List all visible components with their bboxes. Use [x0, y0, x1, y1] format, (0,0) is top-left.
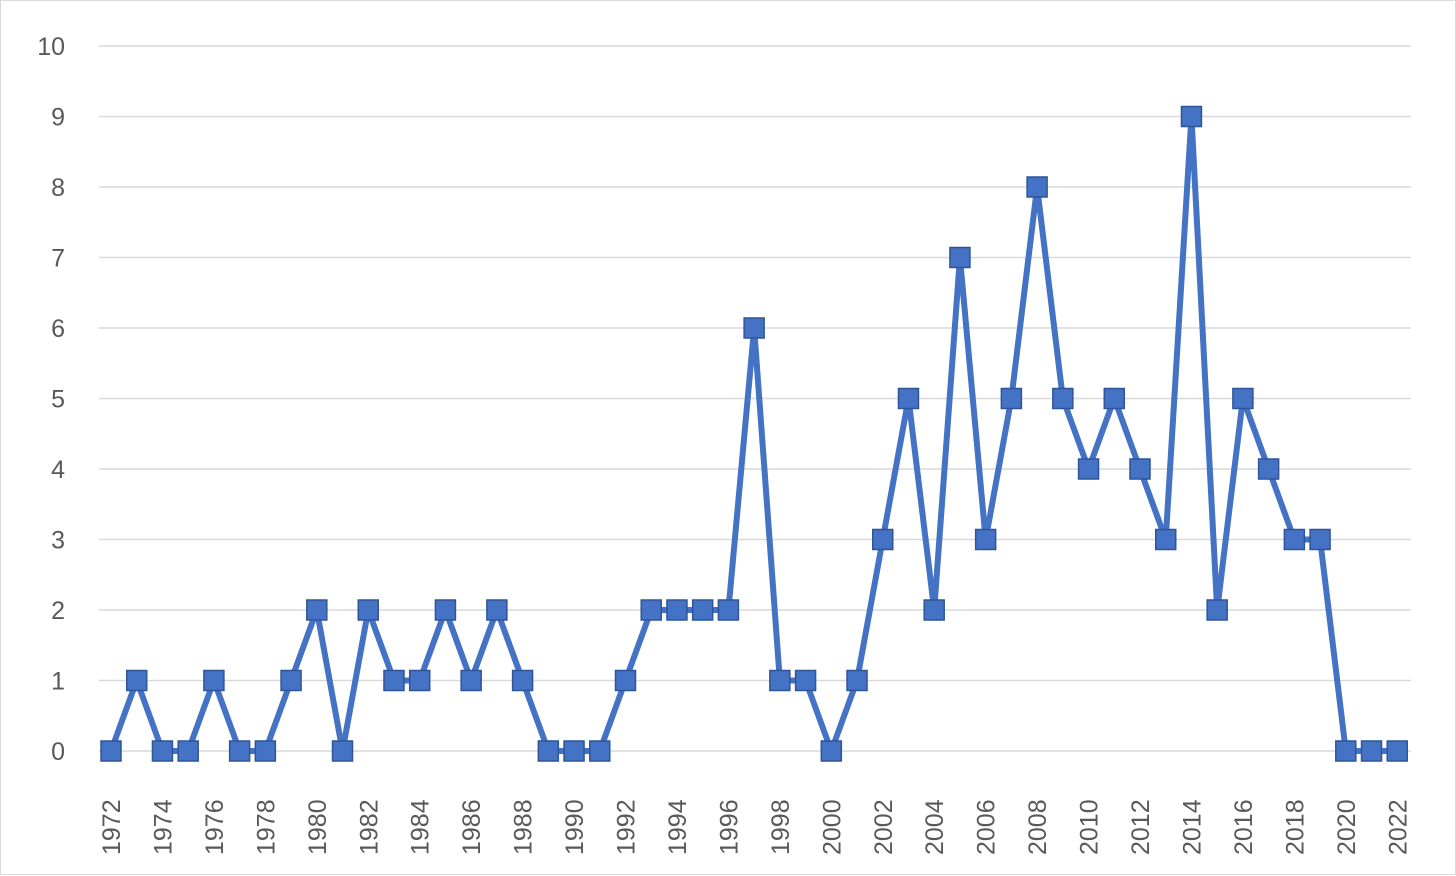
data-point-1973 — [125, 669, 148, 692]
data-point-1989 — [537, 740, 560, 762]
x-tick-label: 1984 — [407, 799, 435, 855]
data-point-2008 — [1026, 176, 1048, 198]
y-tick-label: 7 — [51, 245, 65, 273]
data-point-1994 — [666, 599, 688, 621]
data-point-1998 — [769, 669, 791, 692]
data-point-2009 — [1052, 387, 1074, 410]
x-tick-label: 1982 — [355, 799, 383, 855]
y-tick-label: 4 — [51, 456, 65, 484]
data-point-2020 — [1335, 740, 1357, 762]
data-point-1991 — [589, 740, 611, 762]
x-tick-label: 2020 — [1333, 799, 1361, 855]
y-tick-label: 5 — [51, 386, 65, 414]
x-tick-label: 2008 — [1024, 799, 1052, 855]
y-tick-label: 9 — [51, 104, 65, 132]
x-tick-label: 1978 — [252, 799, 280, 855]
data-point-2015 — [1206, 599, 1228, 621]
data-point-1972 — [100, 740, 122, 762]
data-point-1999 — [794, 669, 817, 692]
series-line — [108, 113, 1398, 754]
x-tick-label: 1988 — [510, 799, 538, 855]
data-point-1993 — [640, 599, 662, 621]
data-point-1976 — [203, 669, 225, 692]
data-point-2010 — [1077, 458, 1100, 480]
data-point-1995 — [691, 599, 714, 621]
x-tick-label: 1998 — [767, 799, 795, 855]
data-point-2017 — [1257, 458, 1280, 480]
data-point-1986 — [460, 669, 482, 692]
x-tick-label: 2002 — [870, 799, 898, 855]
data-point-2019 — [1309, 528, 1331, 551]
x-tick-label: 2004 — [921, 799, 949, 855]
y-axis-tick-labels: 0 1 2 3 4 5 6 7 8 9 10 — [37, 33, 65, 766]
y-tick-label: 10 — [37, 33, 65, 61]
data-point-2013 — [1154, 528, 1177, 551]
data-point-2005 — [949, 246, 971, 269]
x-tick-label: 2014 — [1178, 799, 1206, 855]
data-point-1979 — [280, 669, 302, 692]
x-tick-label: 1992 — [613, 799, 641, 855]
data-point-1997 — [743, 317, 765, 339]
y-tick-label: 3 — [51, 527, 65, 555]
x-tick-label: 1994 — [664, 799, 692, 855]
data-point-2004 — [923, 599, 945, 621]
y-tick-label: 2 — [51, 597, 65, 625]
x-tick-label: 1986 — [458, 799, 486, 855]
gridlines — [99, 45, 1411, 752]
data-point-1982 — [357, 599, 379, 621]
data-point-2002 — [872, 528, 894, 551]
x-tick-label: 2022 — [1384, 799, 1412, 855]
data-point-1974 — [151, 740, 174, 762]
x-tick-label: 2012 — [1127, 799, 1155, 855]
x-tick-label: 1976 — [201, 799, 229, 855]
data-point-2014 — [1180, 105, 1203, 128]
y-tick-label: 6 — [51, 315, 65, 343]
x-tick-label: 1996 — [715, 799, 743, 855]
data-point-2012 — [1129, 458, 1151, 480]
data-point-2001 — [846, 669, 868, 692]
x-axis-tick-labels: 1972 1974 1976 1978 1980 1982 1984 1986 1988 1990… — [98, 799, 1412, 855]
y-tick-label: 8 — [51, 174, 65, 202]
data-point-1988 — [511, 669, 534, 692]
data-point-1978 — [254, 740, 277, 762]
x-tick-label: 2006 — [973, 799, 1001, 855]
data-point-1984 — [408, 669, 431, 692]
data-point-1975 — [177, 740, 199, 762]
data-point-1981 — [331, 740, 354, 762]
y-tick-label: 0 — [51, 738, 65, 766]
data-point-1977 — [228, 740, 251, 762]
data-point-2007 — [1000, 387, 1023, 410]
data-point-2018 — [1283, 528, 1306, 551]
data-point-2016 — [1232, 387, 1254, 410]
x-tick-label: 2016 — [1230, 799, 1258, 855]
data-point-1983 — [383, 669, 405, 692]
x-tick-label: 1972 — [98, 799, 126, 855]
data-point-2006 — [974, 528, 997, 551]
data-point-2003 — [897, 387, 920, 410]
data-point-1990 — [563, 740, 585, 762]
x-tick-label: 2010 — [1076, 799, 1104, 855]
data-point-2021 — [1360, 740, 1383, 762]
y-tick-label: 1 — [51, 668, 65, 696]
x-tick-label: 2018 — [1281, 799, 1309, 855]
data-point-1992 — [614, 669, 637, 692]
series — [108, 113, 1398, 754]
data-point-1987 — [486, 599, 508, 621]
x-tick-label: 1980 — [304, 799, 332, 855]
x-tick-label: 1974 — [149, 799, 177, 855]
data-point-2011 — [1103, 387, 1126, 410]
x-tick-label: 1990 — [561, 799, 589, 855]
data-point-2022 — [1386, 740, 1408, 762]
data-point-1996 — [717, 599, 740, 621]
data-point-1985 — [434, 599, 457, 621]
data-point-markers — [100, 105, 1408, 762]
x-tick-label: 2000 — [818, 799, 846, 855]
data-point-2000 — [820, 740, 843, 762]
data-point-1980 — [306, 599, 328, 621]
